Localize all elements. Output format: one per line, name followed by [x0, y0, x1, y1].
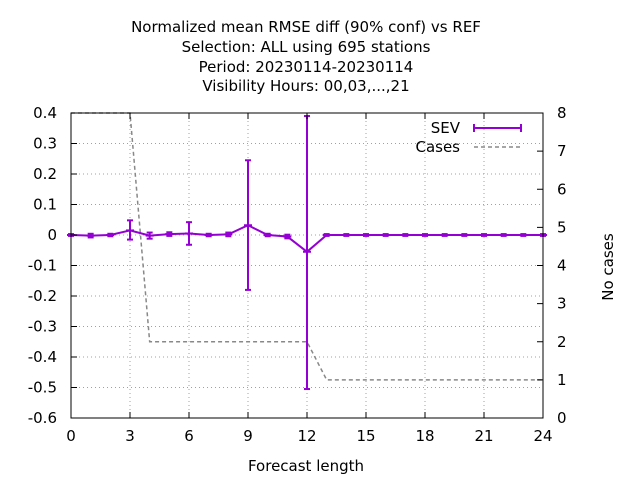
x-tick-label: 21 — [474, 427, 493, 445]
y-tick-label: 0.2 — [33, 165, 57, 183]
x-tick-label: 3 — [125, 427, 135, 445]
y-tick-label: -0.3 — [28, 318, 57, 336]
x-tick-label: 24 — [533, 427, 552, 445]
y2-tick-label: 3 — [557, 295, 567, 313]
y2-tick-label: 6 — [557, 180, 567, 198]
title-line-3: Period: 20230114-20230114 — [199, 58, 414, 76]
y2-tick-label: 4 — [557, 257, 567, 275]
x-tick-label: 18 — [415, 427, 434, 445]
series-cases — [71, 112, 543, 381]
chart-title: Normalized mean RMSE diff (90% conf) vs … — [131, 18, 481, 95]
y2-tick-label: 2 — [557, 333, 567, 351]
y2-tick-label: 8 — [557, 104, 567, 122]
x-tick-label: 9 — [243, 427, 253, 445]
y2-tick-label: 1 — [557, 371, 567, 389]
x-axis: 0 3 6 9 12 15 18 21 24 — [66, 113, 553, 445]
y-tick-label: -0.1 — [28, 257, 57, 275]
y-tick-label: -0.2 — [28, 287, 57, 305]
y-tick-label: -0.5 — [28, 379, 57, 397]
legend-cases-label: Cases — [415, 138, 460, 156]
cases-line — [71, 112, 543, 381]
x-tick-label: 0 — [66, 427, 76, 445]
y2-axis-label: No cases — [599, 233, 617, 301]
y-tick-label: -0.6 — [28, 409, 57, 427]
title-line-2: Selection: ALL using 695 stations — [182, 38, 431, 56]
x-tick-label: 6 — [184, 427, 194, 445]
y2-tick-label: 7 — [557, 142, 567, 160]
y2-tick-label: 5 — [557, 218, 567, 236]
y2-tick-label: 0 — [557, 409, 567, 427]
y-tick-label: 0.3 — [33, 135, 57, 153]
legend-sev-sample — [473, 124, 522, 132]
legend: SEV Cases — [415, 119, 522, 156]
legend-sev-label: SEV — [431, 119, 461, 137]
y-tick-label: 0.1 — [33, 196, 57, 214]
x-tick-label: 15 — [356, 427, 375, 445]
x-axis-label: Forecast length — [248, 457, 364, 475]
y-axis: 0.4 0.3 0.2 0.1 0 -0.1 -0.2 -0.3 -0.4 -0.5 -0.6 — [28, 104, 77, 427]
title-line-4: Visibility Hours: 00,03,...,21 — [202, 77, 409, 95]
title-line-1: Normalized mean RMSE diff (90% conf) vs … — [131, 18, 481, 36]
y2-axis: 8 7 6 5 4 3 2 1 0 — [537, 104, 567, 427]
x-tick-label: 12 — [297, 427, 316, 445]
y-tick-label: 0 — [47, 226, 57, 244]
series-sev — [67, 115, 547, 391]
y-tick-label: 0.4 — [33, 104, 57, 122]
y-tick-label: -0.4 — [28, 348, 57, 366]
